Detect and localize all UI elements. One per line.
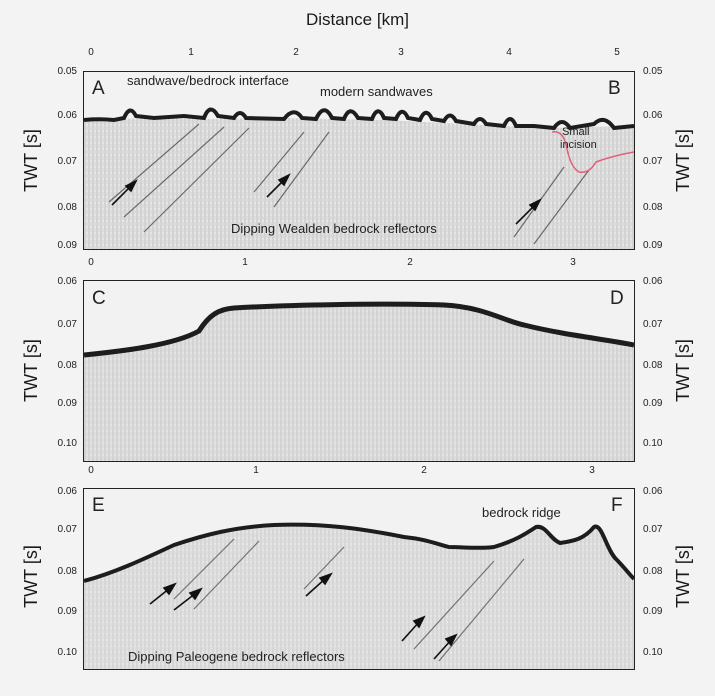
p3-ytick-r-3: 0.09 bbox=[643, 606, 663, 617]
panel-middle-sediment bbox=[84, 304, 634, 461]
panel-letter-d: D bbox=[610, 288, 624, 309]
arrow-a1-head bbox=[124, 179, 138, 193]
panel-top-seabed bbox=[84, 107, 634, 131]
annotation-modern-sandwaves: modern sandwaves bbox=[320, 84, 433, 99]
arrow-a2-head bbox=[277, 173, 291, 187]
p3-ytick-r-0: 0.06 bbox=[643, 486, 663, 497]
p2-ytick-r-4: 0.10 bbox=[643, 438, 663, 449]
arrow-e3-head bbox=[318, 572, 333, 586]
panel-letter-c: C bbox=[92, 288, 106, 309]
top-x-tick-1: 1 bbox=[188, 47, 194, 58]
p1-ytick-l-1: 0.06 bbox=[57, 110, 77, 121]
p3-ylabel-left: TWT [s] bbox=[20, 545, 41, 608]
p2-top-x-tick-1: 1 bbox=[242, 257, 248, 268]
p2-ytick-r-1: 0.07 bbox=[643, 319, 663, 330]
arrow-e5-head bbox=[444, 633, 458, 647]
top-x-tick-5: 5 bbox=[614, 47, 620, 58]
panel-letter-f: F bbox=[611, 495, 623, 516]
p1-ytick-l-0: 0.05 bbox=[57, 66, 77, 77]
p3-top-x-tick-1: 1 bbox=[253, 465, 259, 476]
top-x-tick-3: 3 bbox=[398, 47, 404, 58]
panel-bottom-seismic-profile: E F bedrock ridge Dipping Paleogene bedr… bbox=[83, 488, 635, 670]
p3-ytick-r-2: 0.08 bbox=[643, 566, 663, 577]
panel-letter-b: B bbox=[608, 78, 621, 99]
annotation-small-incision-2: incision bbox=[560, 139, 597, 151]
p2-top-x-tick-0: 0 bbox=[88, 257, 94, 268]
annotation-sandwave-interface: sandwave/bedrock interface bbox=[127, 73, 289, 88]
p1-ytick-l-4: 0.09 bbox=[57, 240, 77, 251]
p3-top-x-tick-3: 3 bbox=[589, 465, 595, 476]
top-x-tick-0: 0 bbox=[88, 47, 94, 58]
panel-top-svg bbox=[84, 72, 634, 249]
panel-middle-seismic-profile: C D bbox=[83, 280, 635, 462]
p3-ytick-l-0: 0.06 bbox=[57, 486, 77, 497]
p1-ytick-r-2: 0.07 bbox=[643, 156, 663, 167]
panel-middle-svg bbox=[84, 281, 634, 461]
arrow-e2-head bbox=[188, 587, 203, 601]
panel-letter-a: A bbox=[92, 78, 105, 99]
p2-ytick-l-4: 0.10 bbox=[57, 438, 77, 449]
p2-ylabel-left: TWT [s] bbox=[20, 339, 41, 402]
p1-ytick-r-1: 0.06 bbox=[643, 110, 663, 121]
arrow-a3-head bbox=[528, 198, 542, 212]
panel-bottom-seabed bbox=[84, 522, 634, 583]
p3-ytick-l-2: 0.08 bbox=[57, 566, 77, 577]
panel-bottom-sediment bbox=[84, 524, 634, 669]
annotation-bedrock-ridge: bedrock ridge bbox=[482, 505, 561, 520]
p1-ytick-r-3: 0.08 bbox=[643, 202, 663, 213]
p2-top-x-tick-2: 2 bbox=[407, 257, 413, 268]
p3-ytick-r-4: 0.10 bbox=[643, 647, 663, 658]
p3-ylabel-right: TWT [s] bbox=[672, 545, 693, 608]
p1-ylabel-right: TWT [s] bbox=[672, 129, 693, 192]
p2-ytick-l-2: 0.08 bbox=[57, 360, 77, 371]
panel-middle-seabed bbox=[84, 301, 634, 358]
p2-ytick-l-1: 0.07 bbox=[57, 319, 77, 330]
p1-ylabel-left: TWT [s] bbox=[20, 129, 41, 192]
p2-ytick-l-0: 0.06 bbox=[57, 276, 77, 287]
top-x-tick-4: 4 bbox=[506, 47, 512, 58]
p3-ytick-l-3: 0.09 bbox=[57, 606, 77, 617]
incision-outline bbox=[551, 131, 634, 174]
p2-ytick-r-3: 0.09 bbox=[643, 398, 663, 409]
panel-top-sediment bbox=[84, 118, 634, 249]
p2-ytick-l-3: 0.09 bbox=[57, 398, 77, 409]
arrow-e1-head bbox=[162, 582, 177, 596]
x-axis-title: Distance [km] bbox=[306, 10, 409, 29]
p3-ytick-l-4: 0.10 bbox=[57, 647, 77, 658]
p1-ytick-l-2: 0.07 bbox=[57, 156, 77, 167]
p2-ytick-r-0: 0.06 bbox=[643, 276, 663, 287]
p3-ytick-l-1: 0.07 bbox=[57, 524, 77, 535]
p2-ylabel-right: TWT [s] bbox=[672, 339, 693, 402]
p3-ytick-r-1: 0.07 bbox=[643, 524, 663, 535]
panel-letter-e: E bbox=[92, 495, 105, 516]
p1-ytick-r-0: 0.05 bbox=[643, 66, 663, 77]
p2-ytick-r-2: 0.08 bbox=[643, 360, 663, 371]
p1-ytick-r-4: 0.09 bbox=[643, 240, 663, 251]
annotation-small-incision-1: Small bbox=[562, 126, 590, 138]
p3-top-x-tick-0: 0 bbox=[88, 465, 94, 476]
panel-bottom-svg bbox=[84, 489, 634, 669]
top-x-tick-2: 2 bbox=[293, 47, 299, 58]
panel-top-seismic-profile: A B sandwave/bedrock interface modern sa… bbox=[83, 71, 635, 250]
p3-top-x-tick-2: 2 bbox=[421, 465, 427, 476]
p2-top-x-tick-3: 3 bbox=[570, 257, 576, 268]
annotation-wealden-reflectors: Dipping Wealden bedrock reflectors bbox=[231, 221, 437, 236]
arrow-e4-head bbox=[412, 615, 426, 629]
annotation-paleogene-reflectors: Dipping Paleogene bedrock reflectors bbox=[128, 649, 345, 664]
p1-ytick-l-3: 0.08 bbox=[57, 202, 77, 213]
